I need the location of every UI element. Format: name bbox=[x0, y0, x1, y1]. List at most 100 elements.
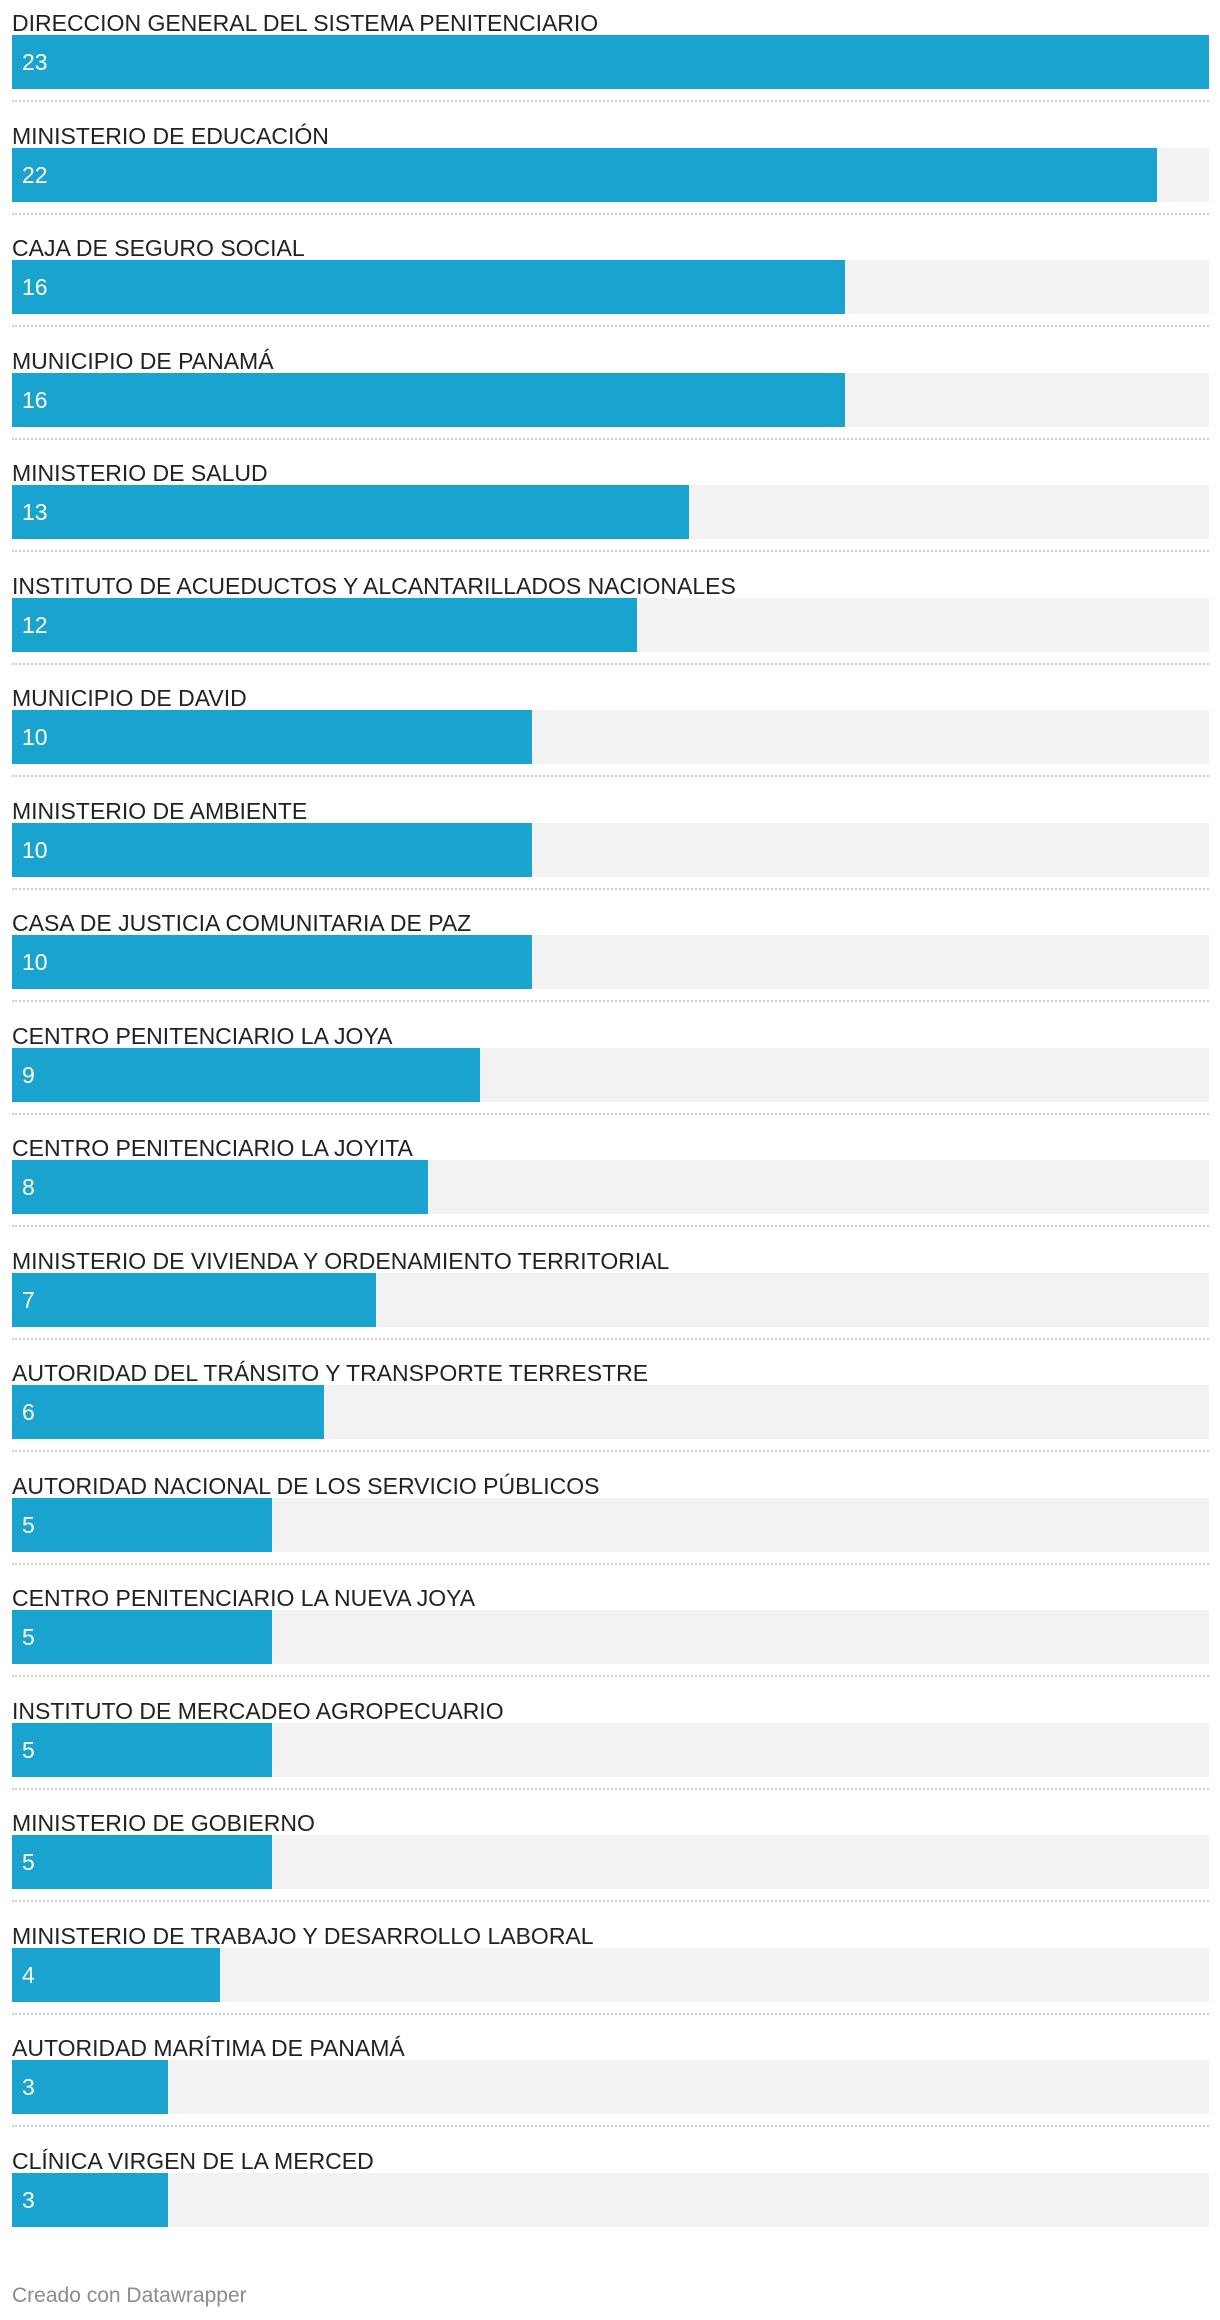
bar-track: 6 bbox=[12, 1385, 1209, 1439]
bar bbox=[12, 372, 845, 427]
bar bbox=[12, 935, 533, 989]
bar bbox=[12, 2060, 169, 2114]
row-divider bbox=[12, 775, 1209, 777]
value-label: 23 bbox=[22, 49, 48, 75]
category-label: CENTRO PENITENCIARIO LA JOYA bbox=[12, 1022, 393, 1049]
category-label: DIRECCION GENERAL DEL SISTEMA PENITENCIA… bbox=[12, 10, 599, 36]
row-divider bbox=[12, 437, 1209, 440]
bar-track: 16 bbox=[12, 372, 1209, 427]
row-divider bbox=[12, 1225, 1209, 1227]
bar-row: AUTORIDAD NACIONAL DE LOS SERVICIO PÚBLI… bbox=[12, 1463, 1209, 1575]
row-divider bbox=[12, 662, 1209, 665]
bar bbox=[12, 1722, 273, 1777]
category-label: MINISTERIO DE TRABAJO Y DESARROLLO LABOR… bbox=[12, 1922, 594, 1949]
category-label: CLÍNICA VIRGEN DE LA MERCED bbox=[12, 2147, 374, 2174]
bar bbox=[12, 1385, 325, 1439]
bar-track: 8 bbox=[12, 1160, 1209, 1214]
value-label: 10 bbox=[22, 724, 48, 750]
row-divider bbox=[12, 1337, 1209, 1340]
bar-row: CENTRO PENITENCIARIO LA JOYA 9 bbox=[12, 1013, 1209, 1125]
value-label: 12 bbox=[22, 611, 48, 638]
category-label: INSTITUTO DE MERCADEO AGROPECUARIO bbox=[12, 1697, 504, 1724]
bar bbox=[12, 147, 1157, 202]
row-divider bbox=[12, 1112, 1209, 1115]
bar-row: MINISTERIO DE VIVIENDA Y ORDENAMIENTO TE… bbox=[12, 1238, 1209, 1350]
category-label: MINISTERIO DE SALUD bbox=[12, 460, 268, 486]
bar bbox=[12, 1610, 273, 1664]
category-label: AUTORIDAD DEL TRÁNSITO Y TRANSPORTE TERR… bbox=[12, 1360, 649, 1386]
bar-row: MINISTERIO DE AMBIENTE 10 bbox=[12, 788, 1209, 900]
bar-track: 4 bbox=[12, 1947, 1209, 2002]
bar bbox=[12, 597, 637, 652]
row-divider bbox=[12, 1450, 1209, 1452]
bar-row: DIRECCION GENERAL DEL SISTEMA PENITENCIA… bbox=[12, 0, 1209, 112]
bar-track: 16 bbox=[12, 260, 1209, 314]
bar-row: AUTORIDAD DEL TRÁNSITO Y TRANSPORTE TERR… bbox=[12, 1350, 1209, 1462]
value-label: 5 bbox=[22, 1736, 35, 1763]
bar bbox=[12, 260, 845, 314]
bar-track: 5 bbox=[12, 1722, 1209, 1777]
value-label: 3 bbox=[22, 2074, 35, 2100]
category-label: MUNICIPIO DE PANAMÁ bbox=[12, 347, 274, 374]
bar bbox=[12, 485, 689, 539]
value-label: 16 bbox=[22, 274, 48, 300]
row-divider bbox=[12, 1787, 1209, 1790]
category-label: MINISTERIO DE EDUCACIÓN bbox=[12, 122, 329, 149]
bar bbox=[12, 710, 533, 764]
value-label: 5 bbox=[22, 1511, 35, 1538]
datawrapper-credit: Creado con Datawrapper bbox=[12, 2284, 247, 2307]
bar bbox=[12, 1835, 273, 1889]
row-divider bbox=[12, 550, 1209, 552]
category-label: CASA DE JUSTICIA COMUNITARIA DE PAZ bbox=[12, 910, 472, 936]
bar bbox=[12, 1160, 429, 1214]
bar-row: MUNICIPIO DE DAVID 10 bbox=[12, 675, 1209, 787]
row-divider bbox=[12, 2012, 1209, 2015]
value-label: 5 bbox=[22, 1624, 35, 1650]
bar bbox=[12, 822, 533, 877]
value-label: 10 bbox=[22, 836, 48, 863]
bar-row: MUNICIPIO DE PANAMÁ 16 bbox=[12, 338, 1209, 450]
bar-track: 10 bbox=[12, 822, 1209, 877]
category-label: AUTORIDAD NACIONAL DE LOS SERVICIO PÚBLI… bbox=[12, 1472, 600, 1499]
bar-track: 7 bbox=[12, 1272, 1209, 1327]
value-label: 7 bbox=[22, 1286, 35, 1313]
bar-row: MINISTERIO DE TRABAJO Y DESARROLLO LABOR… bbox=[12, 1913, 1209, 2025]
bar-row: CENTRO PENITENCIARIO LA NUEVA JOYA 5 bbox=[12, 1575, 1209, 1687]
bar-track: 23 bbox=[12, 35, 1209, 89]
category-label: MINISTERIO DE GOBIERNO bbox=[12, 1810, 315, 1836]
bar-track: 13 bbox=[12, 485, 1209, 539]
bar-row: MINISTERIO DE EDUCACIÓN 22 bbox=[12, 113, 1209, 225]
bar-row: INSTITUTO DE ACUEDUCTOS Y ALCANTARILLADO… bbox=[12, 563, 1209, 675]
row-divider bbox=[12, 212, 1209, 215]
bar bbox=[12, 1497, 273, 1552]
category-label: MINISTERIO DE VIVIENDA Y ORDENAMIENTO TE… bbox=[12, 1247, 670, 1274]
value-label: 9 bbox=[22, 1061, 35, 1088]
row-divider bbox=[12, 325, 1209, 327]
category-label: MUNICIPIO DE DAVID bbox=[12, 685, 247, 711]
bar bbox=[12, 1272, 377, 1327]
bar-track: 5 bbox=[12, 1835, 1209, 1889]
bar-track: 12 bbox=[12, 597, 1209, 652]
value-label: 6 bbox=[22, 1399, 35, 1425]
bar bbox=[12, 1947, 221, 2002]
bar-row: CLÍNICA VIRGEN DE LA MERCED 3 bbox=[12, 2138, 1209, 2250]
category-label: INSTITUTO DE ACUEDUCTOS Y ALCANTARILLADO… bbox=[12, 572, 736, 599]
category-label: CENTRO PENITENCIARIO LA JOYITA bbox=[12, 1135, 413, 1161]
value-label: 3 bbox=[22, 2186, 35, 2213]
bar-track: 9 bbox=[12, 1047, 1209, 1102]
row-divider bbox=[12, 2125, 1209, 2127]
value-label: 4 bbox=[22, 1961, 35, 1988]
bar-row: CENTRO PENITENCIARIO LA JOYITA 8 bbox=[12, 1125, 1209, 1237]
category-label: AUTORIDAD MARÍTIMA DE PANAMÁ bbox=[12, 2035, 405, 2061]
bar bbox=[12, 2172, 169, 2227]
bar-track: 3 bbox=[12, 2060, 1209, 2114]
value-label: 16 bbox=[22, 386, 48, 413]
bar-row: AUTORIDAD MARÍTIMA DE PANAMÁ 3 bbox=[12, 2025, 1209, 2137]
value-label: 8 bbox=[22, 1174, 35, 1200]
value-label: 10 bbox=[22, 949, 48, 975]
row-divider bbox=[12, 1900, 1209, 1902]
bar-track: 5 bbox=[12, 1610, 1209, 1664]
bar-track: 3 bbox=[12, 2172, 1209, 2227]
row-divider bbox=[12, 1000, 1209, 1002]
bar bbox=[12, 35, 1209, 89]
